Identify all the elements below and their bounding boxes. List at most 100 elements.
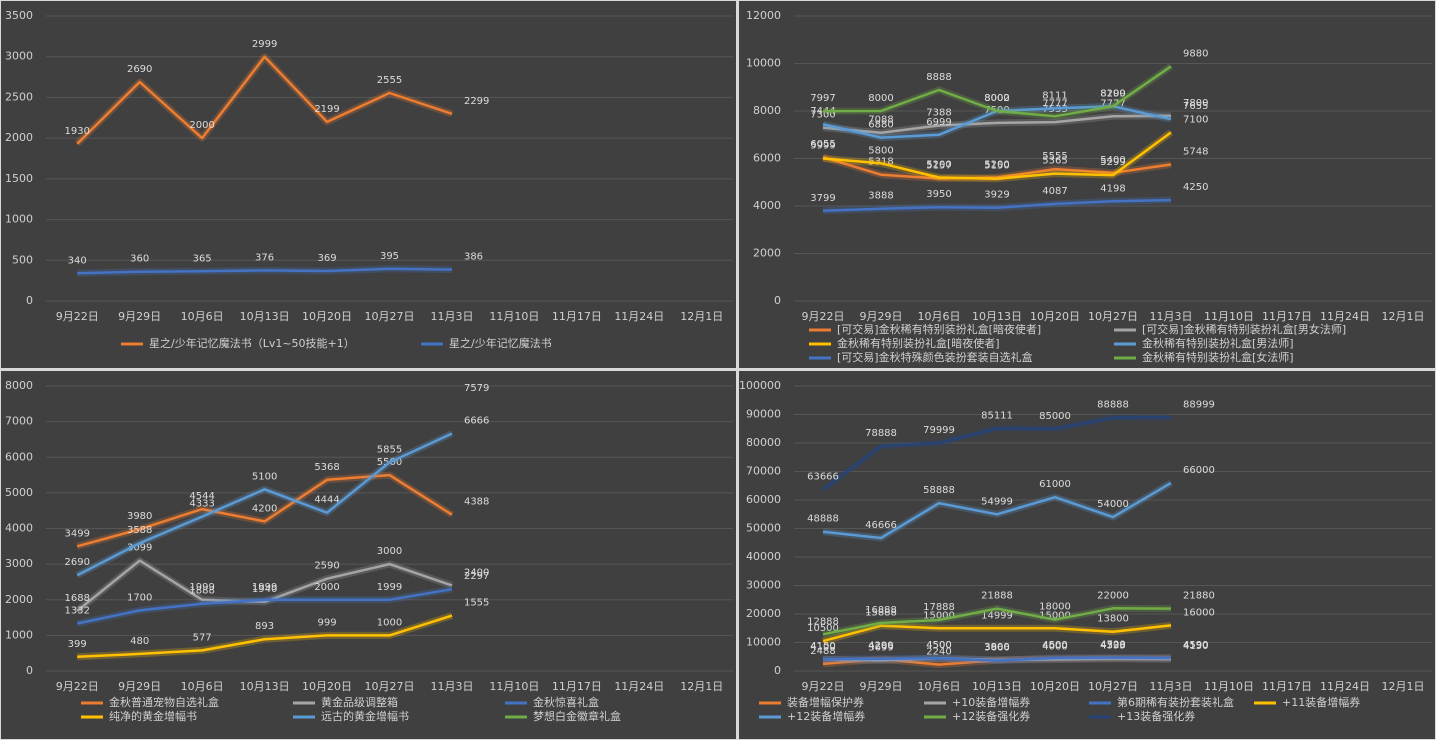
x-tick-label: 10月13日 bbox=[240, 310, 290, 323]
x-tick-label: 11月3日 bbox=[430, 310, 473, 323]
data-label: 365 bbox=[193, 253, 212, 264]
data-label: 12888 bbox=[807, 616, 839, 627]
data-label: 79999 bbox=[923, 425, 955, 436]
data-label: 85000 bbox=[1039, 411, 1071, 422]
panel-background bbox=[739, 371, 1435, 739]
y-tick-label: 90000 bbox=[746, 408, 781, 421]
data-label: 4087 bbox=[1042, 186, 1067, 197]
x-tick-label: 9月22日 bbox=[802, 680, 845, 693]
x-tick-label: 12月1日 bbox=[1382, 680, 1425, 693]
data-line bbox=[822, 607, 1172, 636]
x-tick-label: 10月6日 bbox=[918, 680, 961, 693]
x-tick-label: 11月24日 bbox=[1320, 680, 1370, 693]
data-label: 7100 bbox=[1183, 114, 1208, 125]
data-label: 1940 bbox=[252, 584, 277, 595]
data-label: 4590 bbox=[1183, 640, 1208, 651]
data-line bbox=[76, 55, 453, 145]
x-tick-label: 11月3日 bbox=[430, 680, 473, 693]
data-label: 7777 bbox=[1100, 98, 1125, 109]
x-tick-label: 11月10日 bbox=[489, 680, 539, 693]
chart-panel: 0 2000 4000 6000 8000 10000 12000 9月22日 9月29日 10月… bbox=[739, 1, 1435, 368]
data-label: 577 bbox=[193, 632, 212, 643]
data-label: 16000 bbox=[1183, 607, 1215, 618]
panel-background bbox=[1, 371, 736, 739]
data-label: 18000 bbox=[1039, 602, 1071, 613]
data-label: 3499 bbox=[65, 528, 90, 539]
panel-background bbox=[1, 1, 736, 368]
legend-label: 远古的黄金增幅书 bbox=[321, 709, 409, 723]
data-label: 46666 bbox=[865, 520, 897, 531]
x-tick-label: 11月24日 bbox=[1320, 310, 1370, 323]
data-label: 10500 bbox=[807, 623, 839, 634]
data-line bbox=[76, 559, 453, 612]
data-label: 395 bbox=[380, 251, 399, 262]
data-label: 2199 bbox=[314, 104, 339, 115]
legend-label: 星之/少年记忆魔法书 bbox=[449, 336, 552, 350]
data-label: 8000 bbox=[868, 93, 893, 104]
x-tick-label: 11月24日 bbox=[614, 680, 664, 693]
data-label: 3888 bbox=[868, 191, 893, 202]
data-label: 4000 bbox=[1042, 642, 1067, 653]
data-label: 5400 bbox=[1100, 155, 1125, 166]
data-label: 7997 bbox=[810, 93, 835, 104]
data-label: 13800 bbox=[1097, 614, 1129, 625]
data-label: 4333 bbox=[1100, 641, 1125, 652]
data-label: 21880 bbox=[1183, 591, 1215, 602]
y-tick-label: 30000 bbox=[746, 579, 781, 592]
data-label: 22000 bbox=[1097, 590, 1129, 601]
data-label: 48888 bbox=[807, 514, 839, 525]
data-label: 2690 bbox=[127, 64, 152, 75]
y-tick-label: 5000 bbox=[5, 486, 33, 499]
data-label: 1999 bbox=[189, 582, 214, 593]
y-tick-label: 10000 bbox=[746, 57, 781, 70]
data-label: 4600 bbox=[1042, 640, 1067, 651]
x-tick-label: 9月22日 bbox=[56, 310, 99, 323]
y-tick-label: 4000 bbox=[753, 199, 781, 212]
data-line bbox=[822, 416, 1172, 491]
data-label: 6880 bbox=[868, 120, 893, 131]
x-tick-label: 11月10日 bbox=[1204, 680, 1254, 693]
x-tick-label: 9月29日 bbox=[118, 680, 161, 693]
data-label: 7655 bbox=[1183, 101, 1208, 112]
data-label: 3980 bbox=[127, 511, 152, 522]
data-label: 5800 bbox=[868, 145, 893, 156]
x-tick-label: 11月17日 bbox=[1262, 310, 1312, 323]
chart-panel: 0 10000 20000 30000 40000 50000 60000 70000 8000… bbox=[739, 371, 1435, 739]
data-label: 8199 bbox=[1100, 88, 1125, 99]
data-label: 3900 bbox=[984, 642, 1009, 653]
data-label: 61000 bbox=[1039, 479, 1071, 490]
y-tick-label: 2000 bbox=[753, 247, 781, 260]
x-tick-label: 12月1日 bbox=[1382, 310, 1425, 323]
data-label: 5999 bbox=[810, 141, 835, 152]
x-tick-label: 11月10日 bbox=[489, 310, 539, 323]
data-label: 88888 bbox=[1097, 400, 1129, 411]
data-label: 3950 bbox=[926, 189, 951, 200]
data-label: 5555 bbox=[1042, 151, 1067, 162]
data-label: 360 bbox=[130, 254, 149, 265]
data-label: 8111 bbox=[1042, 90, 1067, 101]
data-label: 2999 bbox=[252, 39, 277, 50]
data-label: 893 bbox=[255, 621, 274, 632]
legend-label: 星之/少年记忆魔法书（Lv1~50技能+1） bbox=[149, 336, 355, 350]
data-label: 1700 bbox=[127, 592, 152, 603]
x-tick-label: 10月27日 bbox=[1088, 680, 1138, 693]
y-tick-label: 1000 bbox=[5, 628, 33, 641]
data-label: 14999 bbox=[981, 610, 1013, 621]
y-tick-label: 500 bbox=[12, 253, 33, 266]
data-line bbox=[76, 473, 453, 548]
legend-label: [可交易]金秋稀有特别装扮礼盒[男女法师] bbox=[1142, 322, 1346, 336]
data-label: 2400 bbox=[464, 568, 489, 579]
y-tick-label: 60000 bbox=[746, 493, 781, 506]
x-tick-label: 11月3日 bbox=[1150, 310, 1193, 323]
x-tick-label: 11月17日 bbox=[552, 680, 602, 693]
data-line bbox=[822, 624, 1172, 643]
data-label: 2488 bbox=[810, 646, 835, 657]
data-label: 4333 bbox=[189, 499, 214, 510]
data-label: 5299 bbox=[1100, 157, 1125, 168]
x-tick-label: 9月22日 bbox=[56, 680, 99, 693]
data-label: 2299 bbox=[464, 96, 489, 107]
data-label: 6999 bbox=[926, 117, 951, 128]
y-tick-label: 4000 bbox=[5, 522, 33, 535]
legend-label: +12装备强化券 bbox=[952, 709, 1030, 723]
